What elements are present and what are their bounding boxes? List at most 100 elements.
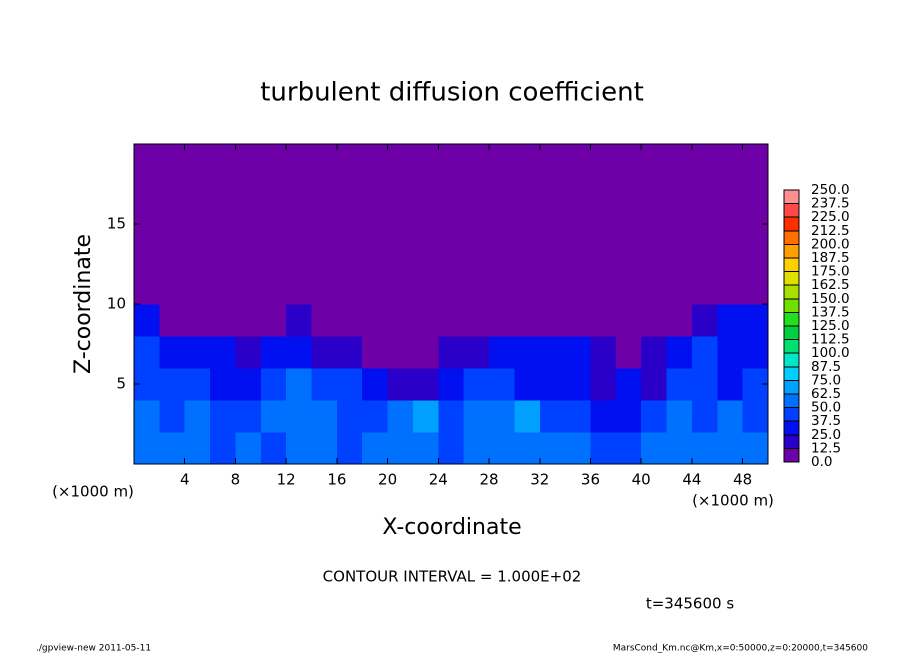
cell xyxy=(565,400,591,433)
cell xyxy=(666,304,693,337)
cell xyxy=(311,144,338,305)
cell xyxy=(742,336,769,369)
cell xyxy=(311,368,338,401)
cell xyxy=(489,336,515,369)
cell xyxy=(539,432,566,465)
cell xyxy=(336,336,363,369)
cell xyxy=(362,400,389,433)
cell xyxy=(514,400,541,433)
cell xyxy=(159,336,186,369)
cell xyxy=(387,144,414,305)
colorbar-label: 37.5 xyxy=(811,413,841,429)
cell xyxy=(412,368,439,401)
cell xyxy=(210,400,236,433)
cell xyxy=(565,432,591,465)
cell xyxy=(387,304,414,337)
colorbar-label: 200.0 xyxy=(811,236,850,252)
cell xyxy=(387,336,414,369)
cell xyxy=(717,304,744,337)
colorbar-swatch xyxy=(784,230,799,245)
colorbar-label: 237.5 xyxy=(811,196,850,212)
colorbar-swatch xyxy=(784,298,799,313)
cell xyxy=(489,304,515,337)
cell xyxy=(311,304,338,337)
cell xyxy=(260,368,287,401)
cell xyxy=(539,336,566,369)
cell xyxy=(590,368,617,401)
cell xyxy=(311,432,338,465)
cell xyxy=(438,304,465,337)
cell xyxy=(641,304,668,337)
colorbar-label: 25.0 xyxy=(811,427,841,443)
colorbar-label: 75.0 xyxy=(811,372,841,388)
cell xyxy=(210,144,236,305)
cell xyxy=(336,432,363,465)
cell xyxy=(565,336,591,369)
colorbar-label: 12.5 xyxy=(811,440,841,456)
x-unit: (×1000 m) xyxy=(692,492,774,510)
x-tick-label: 28 xyxy=(479,471,498,489)
cell xyxy=(336,400,363,433)
cell xyxy=(362,304,389,337)
cell xyxy=(691,368,718,401)
cell xyxy=(412,336,439,369)
cell xyxy=(742,432,769,465)
colorbar-label: 0.0 xyxy=(811,454,832,470)
colorbar-swatch xyxy=(784,190,799,204)
cell xyxy=(286,336,313,369)
cell xyxy=(539,304,566,337)
colorbar-swatch xyxy=(784,258,799,272)
colorbar-swatch xyxy=(784,285,799,299)
cell xyxy=(286,432,313,465)
cell xyxy=(387,400,414,433)
cell xyxy=(463,368,490,401)
cell xyxy=(362,368,389,401)
cell xyxy=(641,368,668,401)
chart-title: turbulent diffusion coefficient xyxy=(260,78,644,108)
cell xyxy=(159,368,186,401)
cell xyxy=(134,336,160,369)
footer-right: MarsCond_Km.nc@Km,x=0:50000,z=0:20000,t=… xyxy=(613,644,868,654)
cell xyxy=(412,432,439,465)
colorbar-label: 100.0 xyxy=(811,345,850,361)
cell xyxy=(184,400,211,433)
cell xyxy=(666,432,693,465)
cell xyxy=(184,144,211,305)
colorbar-swatch xyxy=(784,244,799,258)
cell xyxy=(717,432,744,465)
colorbar-swatch xyxy=(784,339,799,354)
colorbar-swatch xyxy=(784,366,799,381)
cell xyxy=(387,432,414,465)
cell xyxy=(210,304,236,337)
cell xyxy=(235,336,262,369)
x-tick-label: 24 xyxy=(429,471,448,489)
cell xyxy=(590,400,617,433)
cell xyxy=(260,432,287,465)
cell xyxy=(286,144,313,305)
cell xyxy=(286,368,313,401)
cell xyxy=(717,144,744,305)
cell xyxy=(184,336,211,369)
cell xyxy=(514,144,541,305)
colorbar-swatch xyxy=(784,434,799,449)
cell xyxy=(463,304,490,337)
cell xyxy=(615,144,642,305)
colorbar-label: 187.5 xyxy=(811,250,850,266)
cell xyxy=(615,304,642,337)
cell xyxy=(210,432,236,465)
cell xyxy=(260,400,287,433)
colorbar-label: 62.5 xyxy=(811,386,841,402)
cell xyxy=(691,336,718,369)
cell xyxy=(362,144,389,305)
cell xyxy=(412,304,439,337)
cell xyxy=(717,368,744,401)
colorbar-swatch xyxy=(784,326,799,340)
cell xyxy=(260,144,287,305)
colorbar-label: 50.0 xyxy=(811,400,841,416)
cell xyxy=(514,432,541,465)
colorbar-label: 150.0 xyxy=(811,291,850,307)
cell xyxy=(438,400,465,433)
cell xyxy=(210,368,236,401)
cell xyxy=(412,400,439,433)
cell xyxy=(489,432,515,465)
